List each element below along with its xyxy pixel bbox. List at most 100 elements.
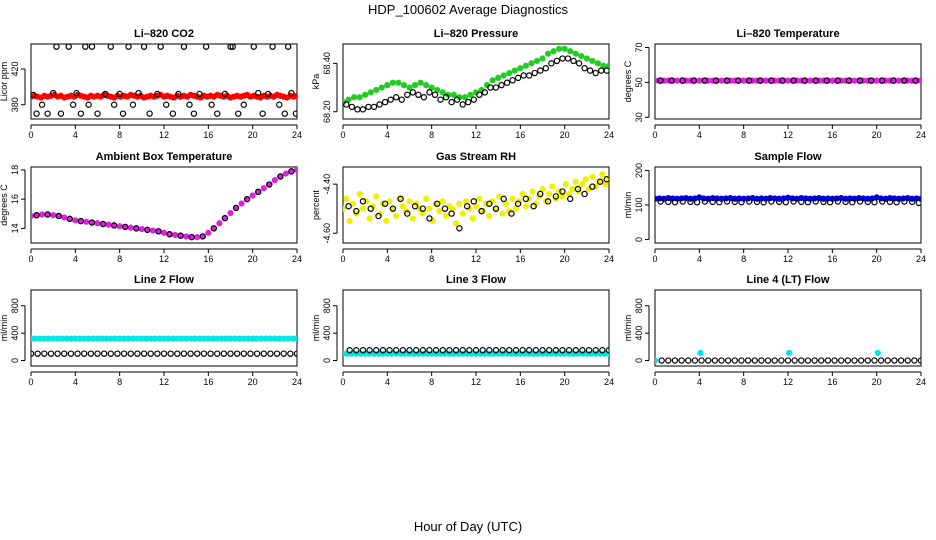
data-point — [442, 94, 450, 101]
x-tick-label: 0 — [28, 130, 33, 140]
y-tick-label: 0 — [10, 358, 20, 363]
data-point — [565, 347, 573, 354]
data-point — [359, 347, 367, 354]
data-point — [88, 44, 96, 50]
data-point — [409, 215, 416, 222]
chart-title: Line 2 Flow — [134, 274, 194, 286]
data-point — [406, 347, 413, 354]
series-2 — [343, 55, 609, 113]
data-point — [671, 199, 679, 206]
x-tick-label: 20 — [248, 130, 258, 140]
data-point — [857, 357, 865, 364]
data-point — [293, 335, 297, 342]
data-point — [47, 350, 55, 357]
x-tick-label: 0 — [652, 377, 657, 387]
data-point — [38, 101, 46, 108]
data-point — [94, 110, 101, 117]
data-point — [511, 67, 518, 74]
chart-title: Ambient Box Temperature — [96, 151, 233, 163]
series-2 — [33, 168, 295, 241]
data-point — [288, 89, 295, 97]
data-point — [486, 212, 493, 220]
data-point — [406, 84, 413, 91]
data-point — [567, 48, 574, 55]
plot-frame — [342, 289, 610, 367]
data-point — [426, 205, 433, 212]
data-point — [456, 200, 463, 207]
data-point — [572, 347, 579, 354]
data-point — [585, 347, 593, 354]
x-tick-label: 24 — [604, 254, 614, 264]
x-tick-label: 0 — [340, 377, 345, 387]
data-point — [532, 347, 540, 354]
y-axis-label: ml/min — [623, 315, 633, 342]
x-tick-label: 16 — [827, 377, 837, 387]
data-point — [110, 101, 118, 108]
data-point — [94, 350, 101, 357]
data-point — [229, 44, 236, 50]
data-point — [134, 350, 141, 357]
data-point — [579, 181, 586, 188]
data-point — [99, 220, 107, 228]
data-point — [343, 101, 350, 108]
data-point — [709, 198, 716, 206]
data-point — [718, 357, 725, 364]
y-tick-label: 200 — [634, 163, 644, 178]
y-tick-label: 420 — [10, 61, 20, 76]
y-tick-label: -4.40 — [322, 174, 332, 195]
data-point — [107, 350, 115, 357]
data-point — [345, 203, 352, 210]
data-point — [65, 44, 72, 50]
x-tick-label: 24 — [292, 254, 302, 264]
data-point — [359, 198, 367, 205]
data-point — [373, 193, 380, 200]
y-axis-label: ml/min — [0, 315, 9, 342]
data-point — [579, 347, 586, 354]
data-point — [874, 349, 881, 357]
data-point — [105, 221, 112, 228]
data-point — [441, 205, 449, 212]
x-tick-label: 8 — [741, 377, 746, 387]
data-point — [679, 198, 686, 205]
data-point — [603, 176, 609, 183]
data-point — [472, 347, 480, 354]
x-tick-label: 20 — [872, 377, 882, 387]
data-point — [519, 190, 526, 198]
data-point — [94, 220, 101, 227]
data-point — [133, 225, 140, 232]
data-point — [177, 232, 184, 239]
data-point — [393, 347, 400, 354]
data-point — [120, 350, 128, 357]
x-tick-label: 12 — [471, 377, 481, 387]
data-point — [545, 347, 553, 354]
data-point — [194, 234, 201, 241]
data-point — [171, 231, 179, 239]
data-point — [469, 215, 476, 222]
x-tick-label: 24 — [292, 377, 302, 387]
data-point — [589, 183, 596, 190]
data-point — [757, 77, 764, 84]
x-tick-label: 4 — [73, 377, 78, 387]
y-tick-label: 50 — [634, 77, 644, 87]
data-point — [169, 110, 177, 117]
data-point — [912, 77, 919, 84]
data-point — [915, 199, 921, 207]
data-point — [284, 44, 292, 50]
data-point — [884, 357, 891, 364]
data-point — [216, 220, 223, 227]
x-tick-label: 16 — [515, 377, 525, 387]
data-point — [548, 60, 555, 67]
data-point — [293, 92, 297, 99]
data-point — [125, 44, 132, 50]
data-point — [280, 350, 287, 357]
data-point — [267, 350, 274, 357]
data-point — [183, 233, 190, 240]
data-point — [110, 222, 118, 229]
data-point — [116, 223, 123, 230]
data-point — [281, 110, 289, 117]
data-point — [33, 212, 40, 219]
data-point — [287, 350, 294, 357]
data-point — [354, 106, 361, 113]
y-tick-label: 0 — [634, 358, 644, 363]
data-point — [499, 347, 506, 354]
